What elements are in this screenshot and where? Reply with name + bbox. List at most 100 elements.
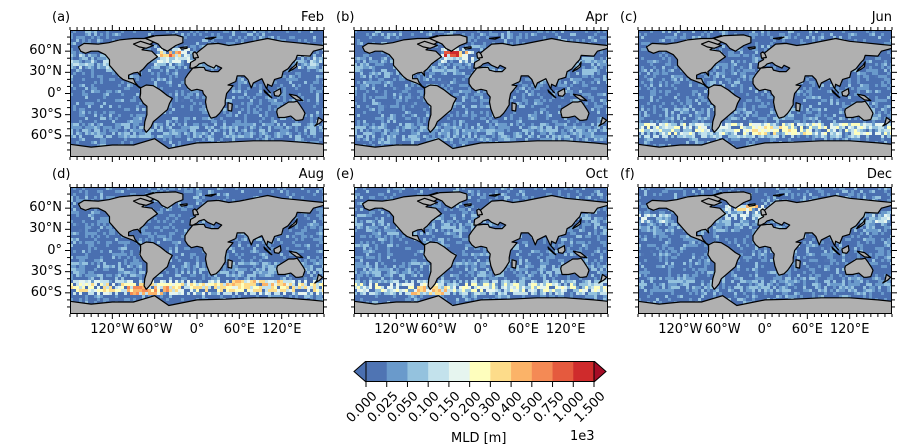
- axis-ticks: [349, 182, 613, 319]
- landmass-japan: [856, 218, 866, 230]
- landmass-southAmerica: [139, 241, 173, 290]
- colorbar-segment: [469, 361, 491, 382]
- colorbar-segment: [490, 361, 512, 382]
- panel-letter: (b): [336, 10, 355, 25]
- landmass-japan: [288, 218, 298, 230]
- landmass-baffin: [132, 197, 154, 206]
- landmass-japan: [572, 218, 582, 230]
- landmass-gb: [476, 51, 483, 59]
- landmass-newZealand: [598, 273, 608, 284]
- landmass-newZealand: [598, 116, 608, 127]
- panel-letter: (c): [620, 10, 638, 25]
- mld-map: [354, 30, 608, 157]
- landmass-sumatra: [263, 246, 273, 256]
- lon-tick-label: 60°W: [704, 322, 741, 337]
- landmass-iceland: [747, 203, 756, 207]
- lon-tick-label: 120°E: [829, 322, 870, 337]
- landmass-antarctica: [354, 138, 608, 157]
- lon-tick-label: 120°W: [90, 322, 135, 337]
- lat-tick-label: 0°: [47, 85, 62, 101]
- landmass-eurasiaAfrica: [468, 194, 608, 276]
- lon-tick-label: 0°: [757, 322, 773, 337]
- landmass-eurasiaAfrica: [752, 37, 892, 119]
- landmass-newZealand: [882, 273, 892, 284]
- landmass-newGuinea: [288, 93, 304, 102]
- axis-ticks: [633, 25, 897, 162]
- landmass-newGuinea: [572, 93, 588, 102]
- landmass-borneo: [273, 88, 282, 97]
- landmass-eurasiaAfrica: [184, 194, 324, 276]
- panel-letter: (f): [620, 167, 635, 182]
- mld-map: [638, 30, 892, 157]
- landmass-madagascar: [227, 259, 233, 269]
- landmass-svalbard: [204, 36, 217, 40]
- colorbar-extend-max: [593, 361, 607, 384]
- colorbar-extend-min: [353, 361, 367, 384]
- landmass-madagascar: [227, 102, 233, 112]
- panel-month-title: Aug: [298, 167, 324, 182]
- lat-tick-label: 30°S: [30, 106, 62, 122]
- lon-tick-label: 60°E: [507, 322, 539, 337]
- landmass-madagascar: [795, 259, 801, 269]
- landmass-southAmerica: [707, 241, 741, 290]
- landmass-antarctica: [638, 295, 892, 314]
- colorbar: [353, 361, 607, 387]
- landmass-sumatra: [831, 89, 841, 99]
- landmass-antarctica: [70, 295, 324, 314]
- lon-tick-label: 60°W: [136, 322, 173, 337]
- landmass-svalbard: [772, 193, 785, 197]
- landmass-newGuinea: [856, 250, 872, 259]
- lat-tick-label: 30°N: [29, 64, 62, 80]
- landmass-southAmerica: [139, 84, 173, 133]
- landmass-eurasiaAfrica: [752, 194, 892, 276]
- landmass-svalbard: [204, 193, 217, 197]
- landmass-australia: [844, 100, 874, 121]
- panel-month-title: Oct: [585, 167, 608, 182]
- landmass-iceland: [463, 203, 472, 207]
- panel-letter: (a): [52, 10, 71, 25]
- landmass-newZealand: [314, 116, 324, 127]
- lon-tick-label: 60°E: [791, 322, 823, 337]
- mld-map: [70, 30, 324, 157]
- colorbar-segment: [448, 361, 471, 382]
- mld-map: [638, 187, 892, 314]
- landmass-greenland: [712, 191, 752, 209]
- lon-tick-label: 60°E: [223, 322, 255, 337]
- landmass-madagascar: [795, 102, 801, 112]
- landmass-greenland: [712, 34, 752, 52]
- landmass-gb: [192, 208, 199, 216]
- landmass-greenland: [144, 191, 184, 209]
- landmass-antarctica: [354, 295, 608, 314]
- landmass-greenland: [428, 191, 468, 209]
- panel-month-title: Jun: [871, 10, 892, 25]
- landmass-baffin: [700, 40, 722, 49]
- lon-tick-label: 120°W: [374, 322, 419, 337]
- colorbar-segment: [428, 361, 450, 382]
- lat-tick-label: 60°N: [29, 200, 62, 216]
- landmass-australia: [276, 100, 306, 121]
- landmass-eurasiaAfrica: [468, 37, 608, 119]
- landmass-madagascar: [511, 259, 517, 269]
- landmass-baffin: [700, 197, 722, 206]
- lon-tick-label: 120°E: [261, 322, 302, 337]
- colorbar-segment: [386, 361, 408, 382]
- landmass-newZealand: [314, 273, 324, 284]
- lon-tick-label: 0°: [473, 322, 489, 337]
- landmass-southAmerica: [423, 84, 457, 133]
- lat-tick-label: 60°S: [30, 127, 62, 143]
- landmass-newGuinea: [572, 250, 588, 259]
- panel-month-title: Apr: [585, 10, 609, 25]
- landmass-japan: [572, 61, 582, 73]
- panel-letter: (e): [336, 167, 355, 182]
- landmass-sumatra: [547, 246, 557, 256]
- landmass-svalbard: [488, 193, 501, 197]
- landmass-newGuinea: [856, 93, 872, 102]
- landmass-iceland: [747, 46, 756, 50]
- colorbar-segment: [511, 361, 533, 382]
- landmass-australia: [276, 257, 306, 278]
- mld-map: [354, 187, 608, 314]
- landmass-newZealand: [882, 116, 892, 127]
- colorbar-label: MLD [m]: [451, 431, 507, 446]
- landmass-sumatra: [831, 246, 841, 256]
- landmass-greenland: [428, 34, 468, 52]
